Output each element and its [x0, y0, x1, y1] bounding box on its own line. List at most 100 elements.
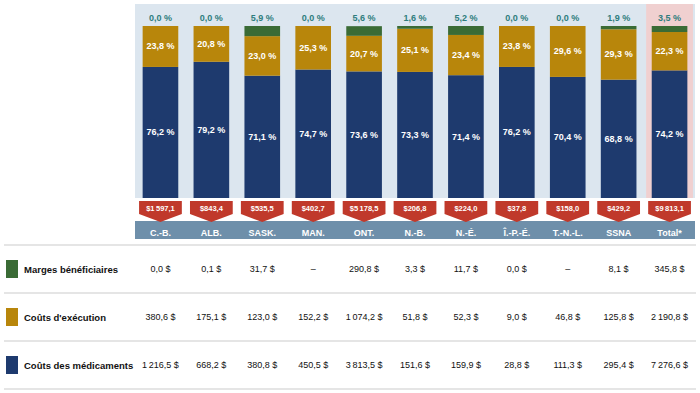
bar-segment: [143, 67, 179, 198]
bar-segment: [550, 26, 586, 77]
top-label: 1,6 %: [403, 13, 426, 23]
table-rule: [4, 341, 696, 342]
bar-segment: [499, 67, 535, 198]
total-tag: [546, 201, 589, 222]
segment-label: 29,6 %: [554, 46, 582, 56]
table-value: 31,7 $: [250, 264, 275, 274]
plot-background: [135, 4, 695, 198]
total-label: $402,7: [302, 204, 325, 213]
legend-swatch: [6, 356, 18, 374]
table-rule: [4, 293, 696, 294]
category-label: ONT.: [354, 228, 375, 238]
top-label: 0,0 %: [556, 13, 579, 23]
total-tag: [445, 201, 488, 222]
bars: [143, 26, 688, 198]
category-label: MAN.: [302, 228, 325, 238]
category-band: [135, 221, 695, 239]
bar-segment: [397, 29, 433, 72]
segment-label: 20,7 %: [350, 49, 378, 59]
total-label: $843,4: [200, 204, 224, 213]
table-value: –: [565, 264, 570, 274]
top-label: 5,6 %: [353, 13, 376, 23]
category-label: N.-É.: [456, 228, 477, 238]
table-value: 8,1 $: [609, 264, 629, 274]
segment-label: 73,6 %: [350, 130, 378, 140]
bar-segment: [194, 26, 230, 27]
total-tag: [190, 201, 233, 222]
legend-label: Coûts des médicaments: [24, 360, 133, 371]
bar-segment: [194, 26, 230, 62]
table-value: 450,5 $: [298, 360, 328, 370]
segment-label: 71,4 %: [452, 132, 480, 142]
table-value: 111,3 $: [553, 360, 582, 370]
category-label: ALB.: [201, 228, 222, 238]
segment-label: 23,0 %: [248, 51, 276, 61]
bar-segment: [143, 26, 179, 27]
total-tag: [343, 201, 386, 222]
total-label: $5 178,5: [350, 204, 379, 213]
top-label: 3,5 %: [658, 13, 681, 23]
segment-label: 29,3 %: [605, 49, 633, 59]
bar-segment: [601, 26, 637, 29]
bar-segment: [448, 35, 484, 75]
table-value: 159,9 $: [451, 360, 481, 370]
table-value: 380,6 $: [145, 312, 175, 322]
table-value: 175,1 $: [196, 312, 226, 322]
total-label: $224,0: [454, 204, 477, 213]
table-value: 1 216,5 $: [142, 360, 179, 370]
total-tag: [597, 201, 640, 222]
bar-segment: [143, 26, 179, 67]
total-label: $206,8: [404, 204, 427, 213]
table-value: 345,8 $: [655, 264, 685, 274]
bar-segment: [346, 36, 382, 72]
table-value: 295,4 $: [604, 360, 634, 370]
table-value: 1 074,2 $: [346, 312, 383, 322]
total-label: $429,2: [607, 204, 630, 213]
bar-segment: [295, 26, 331, 70]
table-value: 152,2 $: [298, 312, 328, 322]
category-label: SSNA: [606, 228, 632, 238]
segment-label: 76,2 %: [503, 127, 531, 137]
table-value: 290,8 $: [349, 264, 379, 274]
bar-segment: [550, 26, 586, 27]
bar-segment: [448, 75, 484, 198]
table-value: 46,8 $: [555, 312, 580, 322]
table-value: 3,3 $: [405, 264, 425, 274]
table-value: 9,0 $: [507, 312, 527, 322]
table-rule: [4, 389, 696, 390]
chart: 76,2 %79,2 %71,1 %74,7 %73,6 %73,3 %71,4…: [0, 0, 700, 393]
segment-label: 23,8 %: [146, 41, 174, 51]
segment-label: 74,2 %: [656, 129, 684, 139]
legend-swatch: [6, 308, 18, 326]
segment-label: 25,1 %: [401, 45, 429, 55]
bar-segment: [652, 26, 688, 32]
segment-label: 79,2 %: [197, 125, 225, 135]
category-label: Total*: [657, 228, 682, 238]
bar-segment: [601, 80, 637, 198]
bar-segment: [550, 77, 586, 198]
segment-label: 22,3 %: [656, 46, 684, 56]
table-value: 28,8 $: [504, 360, 529, 370]
table-value: 668,2 $: [196, 360, 226, 370]
total-label: $535,5: [251, 204, 274, 213]
total-label: $1 597,1: [146, 204, 175, 213]
top-label: 0,0 %: [149, 13, 172, 23]
segment-label: 71,1 %: [248, 132, 276, 142]
segment-label: 23,8 %: [503, 41, 531, 51]
segment-label: 68,8 %: [605, 134, 633, 144]
bar-segment: [397, 26, 433, 29]
category-label: N.-B.: [405, 228, 426, 238]
bar-segment: [295, 26, 331, 27]
top-label: 5,9 %: [251, 13, 274, 23]
table-value: 0,1 $: [201, 264, 221, 274]
total-tag: [292, 201, 335, 222]
total-tag: [241, 201, 284, 222]
legend-label: Marges bénéficiaires: [24, 264, 118, 275]
bar-segment: [244, 76, 280, 198]
total-label: $158,0: [556, 204, 579, 213]
segment-label: 25,3 %: [299, 43, 327, 53]
table-value: 51,8 $: [402, 312, 427, 322]
top-label: 0,0 %: [200, 13, 223, 23]
bar-segment: [601, 29, 637, 79]
highlight-background: [646, 4, 693, 198]
